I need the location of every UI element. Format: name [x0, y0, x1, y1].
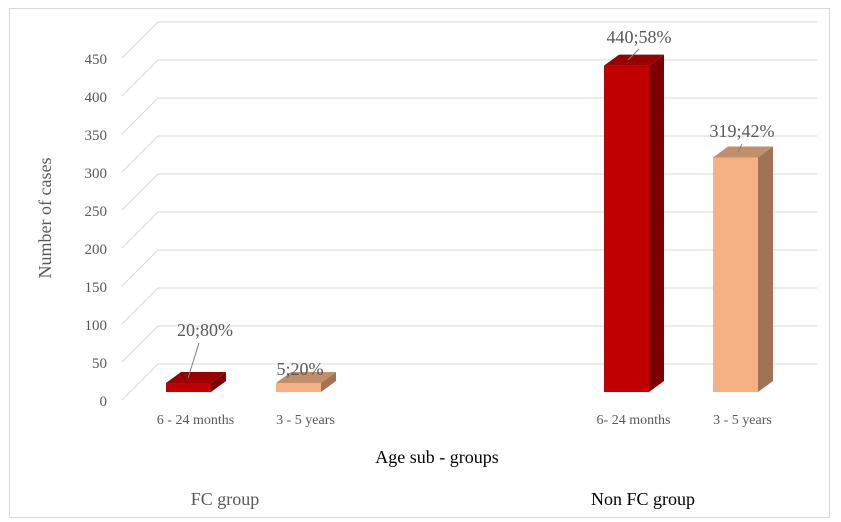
y-tick-label: 250	[85, 204, 108, 220]
x-tick-label: 3 - 5 years	[713, 413, 772, 428]
bar	[276, 372, 336, 392]
x-tick-labels: 6 - 24 months 3 - 5 years 6- 24 months 3 - …	[157, 413, 772, 428]
y-tick-label: 150	[85, 280, 108, 296]
y-tick-label: 450	[85, 52, 108, 68]
grid-line	[121, 287, 817, 325]
bar	[604, 54, 664, 392]
grid-lines	[121, 21, 817, 401]
data-labels: 20;80% 5;20% 440;58% 319;42%	[177, 27, 775, 379]
y-tick-label: 300	[85, 166, 108, 182]
y-tick-label: 400	[85, 90, 108, 106]
data-label: 319;42%	[710, 121, 775, 141]
y-tick-labels: 0 50 100 150 200 250 300 350 400 450	[85, 52, 108, 410]
data-label-leader	[187, 342, 200, 379]
y-tick-label: 100	[85, 318, 108, 334]
y-tick-label: 0	[100, 394, 108, 410]
chart-frame	[9, 8, 830, 518]
grid-line	[121, 211, 817, 249]
data-label: 5;20%	[277, 359, 324, 379]
data-label-leader	[627, 48, 640, 61]
data-label: 20;80%	[177, 320, 233, 340]
grid-line	[121, 21, 817, 59]
group-label-non-fc: Non FC group	[591, 489, 695, 509]
x-tick-label: 3 - 5 years	[276, 413, 335, 428]
x-axis-title: Age sub - groups	[375, 447, 499, 467]
grid-line	[121, 59, 817, 97]
y-axis-title: Number of cases	[35, 158, 55, 279]
grid-line	[121, 363, 817, 401]
group-label-fc: FC group	[191, 489, 260, 509]
bars	[166, 54, 773, 392]
x-tick-label: 6- 24 months	[597, 413, 671, 428]
grid-line	[121, 325, 817, 363]
data-label-leader	[737, 143, 743, 153]
grid-line	[121, 97, 817, 135]
grid-line	[121, 173, 817, 211]
grid-line	[121, 249, 817, 287]
y-tick-label: 350	[85, 128, 108, 144]
grid-line	[121, 135, 817, 173]
y-tick-label: 50	[92, 356, 107, 372]
y-tick-label: 200	[85, 242, 108, 258]
x-tick-label: 6 - 24 months	[157, 413, 234, 428]
bar	[713, 146, 773, 392]
bar	[166, 372, 226, 392]
data-label: 440;58%	[607, 27, 672, 47]
